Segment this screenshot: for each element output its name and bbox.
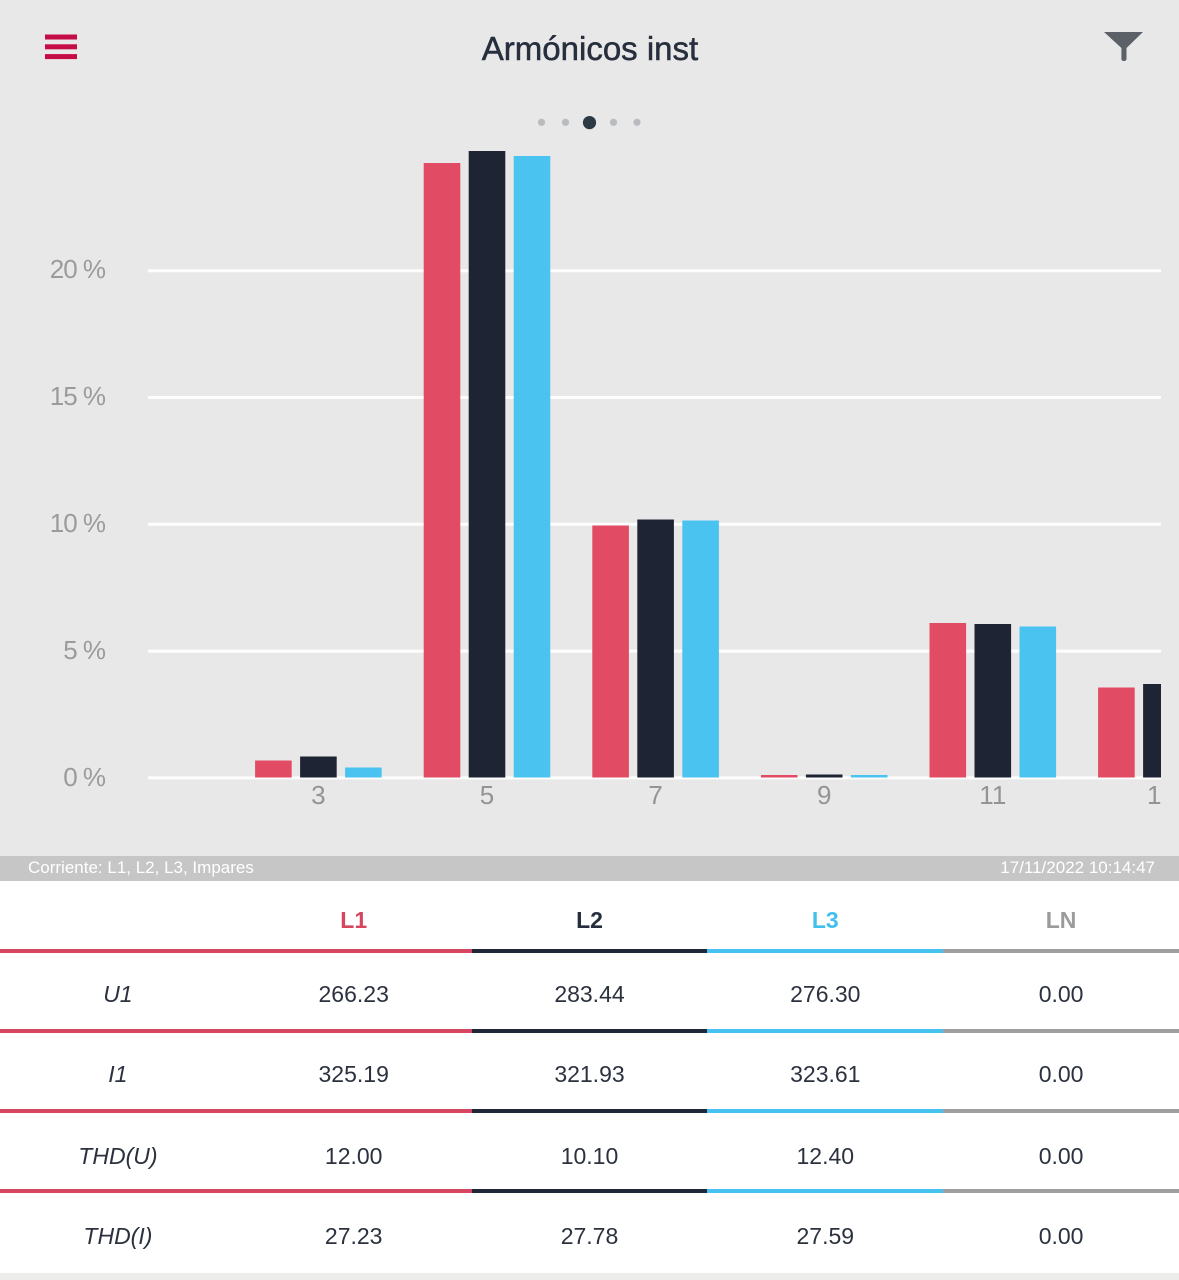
svg-text:7: 7: [648, 780, 662, 810]
svg-text:5 %: 5 %: [63, 635, 106, 665]
svg-text:20 %: 20 %: [50, 254, 106, 284]
svg-text:Armónicos inst: Armónicos inst: [482, 30, 698, 67]
svg-text:10 %: 10 %: [50, 508, 106, 538]
svg-text:11: 11: [979, 780, 1006, 810]
svg-text:15 %: 15 %: [50, 381, 106, 411]
svg-text:5: 5: [480, 780, 494, 810]
svg-text:13: 13: [1147, 780, 1176, 810]
svg-text:0 %: 0 %: [63, 762, 106, 792]
svg-text:3: 3: [311, 780, 325, 810]
svg-text:9: 9: [817, 780, 831, 810]
